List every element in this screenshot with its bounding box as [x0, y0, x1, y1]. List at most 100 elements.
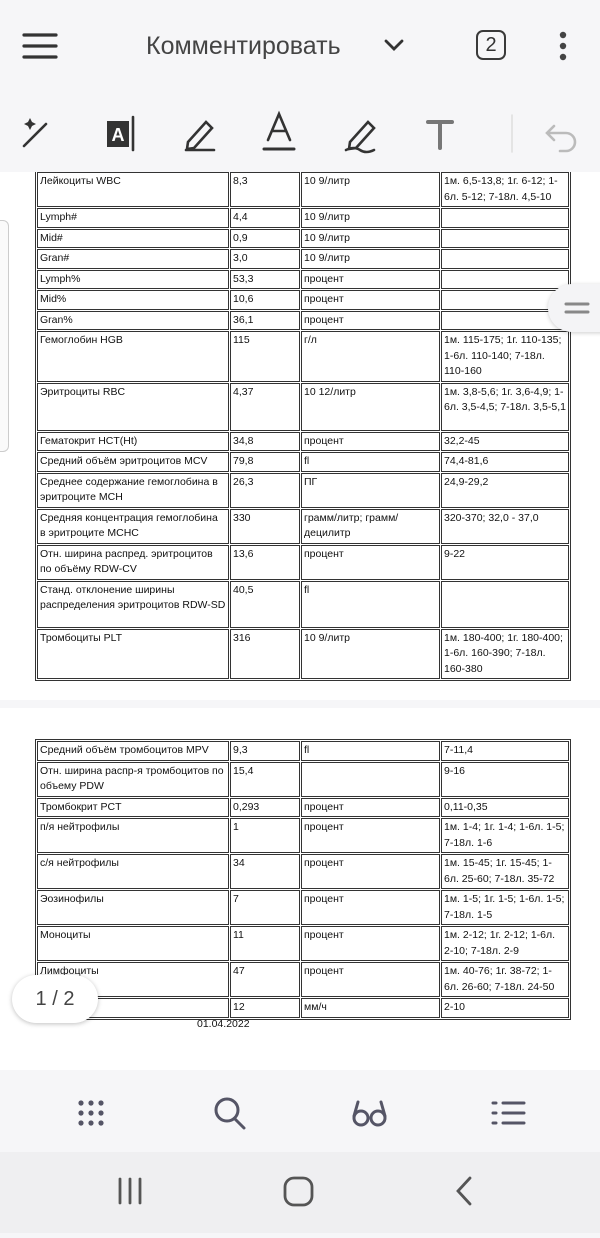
table-row: Эозинофилы 7 процент 1м. 1-5; 1г. 1-5; 1-6л… — [37, 890, 569, 925]
table-cell: Эритроциты RBC — [37, 382, 229, 431]
table-cell — [441, 249, 569, 269]
table-row: п/я нейтрофилы 1 процент 1м. 1-4; 1г. 1-4; … — [37, 818, 569, 853]
table-cell: процент — [301, 290, 440, 310]
table-row: Лимфоциты 47 процент 1м. 40-76; 1г. 38-72; … — [37, 962, 569, 997]
table-cell: г/л — [301, 331, 440, 382]
table-cell: процент — [301, 431, 440, 451]
table-cell: Gran% — [37, 310, 229, 330]
table-cell: 0,11-0,35 — [441, 797, 569, 817]
table-cell: 10 9/литр — [301, 208, 440, 228]
table-row: Среднее содержание гемоглобина в эритроц… — [37, 472, 569, 508]
table-cell: Среднее содержание гемоглобина в эритроц… — [37, 472, 229, 508]
table-cell: 316 — [230, 628, 300, 679]
table-cell: процент — [301, 544, 440, 580]
table-row: Mid# 0,9 10 9/литр — [37, 228, 569, 248]
pdf-page: Лейкоциты WBC 8,3 10 9/литр 1м. 6,5-13,8; 1… — [0, 172, 600, 700]
table-cell: 24,9-29,2 — [441, 472, 569, 508]
table-cell: 36,1 — [230, 310, 300, 330]
page-indicator: 1 / 2 — [12, 975, 98, 1023]
table-cell: 34,8 — [230, 431, 300, 451]
table-cell: Средняя концентрация гемоглобина в эритр… — [37, 508, 229, 544]
table-cell: ПГ — [301, 472, 440, 508]
table-cell: 74,4-81,6 — [441, 452, 569, 472]
table-cell: 12 — [230, 998, 300, 1018]
table-cell: мм/ч — [301, 998, 440, 1018]
results-table: Средний объём тромбоцитов MPV 9,3 fl 7-11,4… — [35, 739, 571, 1020]
table-cell: Станд. отклонение ширины распределения э… — [37, 580, 229, 628]
table-cell: Отн. ширина распр-я тромбоцитов по объем… — [37, 761, 229, 797]
table-cell: 1м. 15-45; 1г. 15-45; 1-6л. 25-60; 7-18л… — [441, 854, 569, 889]
table-cell: 2-10 — [441, 998, 569, 1018]
table-row: Гемоглобин HGB 115 г/л 1м. 115-175; 1г. 110… — [37, 331, 569, 382]
tab-count[interactable]: 2 — [476, 30, 506, 60]
bottom-toolbar — [0, 1072, 600, 1152]
table-cell: fl — [301, 580, 440, 628]
toolbar-icons: A — [22, 31, 577, 154]
table-cell: Lymph# — [37, 208, 229, 228]
table-cell: п/я нейтрофилы — [37, 818, 229, 853]
mode-title[interactable]: Комментировать — [146, 32, 341, 60]
table-cell: 1м. 115-175; 1г. 110-135; 1-6л. 110-140;… — [441, 331, 569, 382]
table-cell: 7-11,4 — [441, 741, 569, 761]
table-row: Отн. ширина распред. эритроцитов по объё… — [37, 544, 569, 580]
table-row: Средний объём тромбоцитов MPV 9,3 fl 7-11,4 — [37, 741, 569, 761]
table-cell: 15,4 — [230, 761, 300, 797]
handle-icon — [564, 302, 590, 314]
table-cell: 0,293 — [230, 797, 300, 817]
results-table: Лейкоциты WBC 8,3 10 9/литр 1м. 6,5-13,8; 1… — [35, 172, 571, 681]
table-cell: 11 — [230, 926, 300, 961]
table-cell: 330 — [230, 508, 300, 544]
table-cell — [301, 761, 440, 797]
table-row: Гематокрит HCT(Ht) 34,8 процент 32,2-45 — [37, 431, 569, 451]
table-cell — [441, 208, 569, 228]
table-cell: 1 — [230, 818, 300, 853]
table-cell: 10 9/литр — [301, 172, 440, 207]
top-bar: A Комментировать 2 — [0, 0, 600, 172]
table-cell: 9-16 — [441, 761, 569, 797]
table-row: Тромбокрит PCT 0,293 процент 0,11-0,35 — [37, 797, 569, 817]
table-cell: 1м. 1-5; 1г. 1-5; 1-6л. 1-5; 7-18л. 1-5 — [441, 890, 569, 925]
table-cell: Моноциты — [37, 926, 229, 961]
table-cell: Гемоглобин HGB — [37, 331, 229, 382]
table-cell: fl — [301, 452, 440, 472]
table-cell: fl — [301, 741, 440, 761]
table-cell: процент — [301, 797, 440, 817]
table-cell: 10 9/литр — [301, 249, 440, 269]
table-cell: 40,5 — [230, 580, 300, 628]
table-cell: 9,3 — [230, 741, 300, 761]
table-cell: 1м. 6,5-13,8; 1г. 6-12; 1-6л. 5-12; 7-18… — [441, 172, 569, 207]
table-cell: процент — [301, 890, 440, 925]
table-row: Отн. ширина распр-я тромбоцитов по объем… — [37, 761, 569, 797]
side-panel-handle[interactable] — [548, 284, 600, 332]
table-cell: 8,3 — [230, 172, 300, 207]
table-row: Средний объём эритроцитов MCV 79,8 fl 74,4-… — [37, 452, 569, 472]
table-cell: 10 12/литр — [301, 382, 440, 431]
table-cell: 115 — [230, 331, 300, 382]
table-cell — [441, 269, 569, 289]
table-cell: 1м. 1-4; 1г. 1-4; 1-6л. 1-5; 7-18л. 1-6 — [441, 818, 569, 853]
table-cell: процент — [301, 818, 440, 853]
table-row: Станд. отклонение ширины распределения э… — [37, 580, 569, 628]
table-row: Gran# 3,0 10 9/литр — [37, 249, 569, 269]
table-cell: грамм/литр; грамм/децилитр — [301, 508, 440, 544]
table-cell — [441, 228, 569, 248]
table-cell: процент — [301, 269, 440, 289]
bottom-icons — [78, 1097, 526, 1130]
table-cell: Средний объём тромбоцитов MPV — [37, 741, 229, 761]
table-row: Моноциты 11 процент 1м. 2-12; 1г. 2-12; 1-6… — [37, 926, 569, 961]
table-cell: 79,8 — [230, 452, 300, 472]
table-cell: процент — [301, 962, 440, 997]
table-cell: с/я нейтрофилы — [37, 854, 229, 889]
pdf-page: Средний объём тромбоцитов MPV 9,3 fl 7-11,4… — [0, 708, 600, 1070]
table-cell: процент — [301, 854, 440, 889]
table-row: Лейкоциты WBC 8,3 10 9/литр 1м. 6,5-13,8; 1… — [37, 172, 569, 207]
table-row: Gran% 36,1 процент — [37, 310, 569, 330]
table-cell: 53,3 — [230, 269, 300, 289]
table-cell: 4,37 — [230, 382, 300, 431]
table-cell: Тромбоциты PLT — [37, 628, 229, 679]
table-row: Тромбоциты PLT 316 10 9/литр 1м. 180-400; 1… — [37, 628, 569, 679]
table-cell: 4,4 — [230, 208, 300, 228]
scroll-handle[interactable] — [0, 220, 9, 452]
table-row: Mid% 10,6 процент — [37, 290, 569, 310]
table-cell: Гематокрит HCT(Ht) — [37, 431, 229, 451]
